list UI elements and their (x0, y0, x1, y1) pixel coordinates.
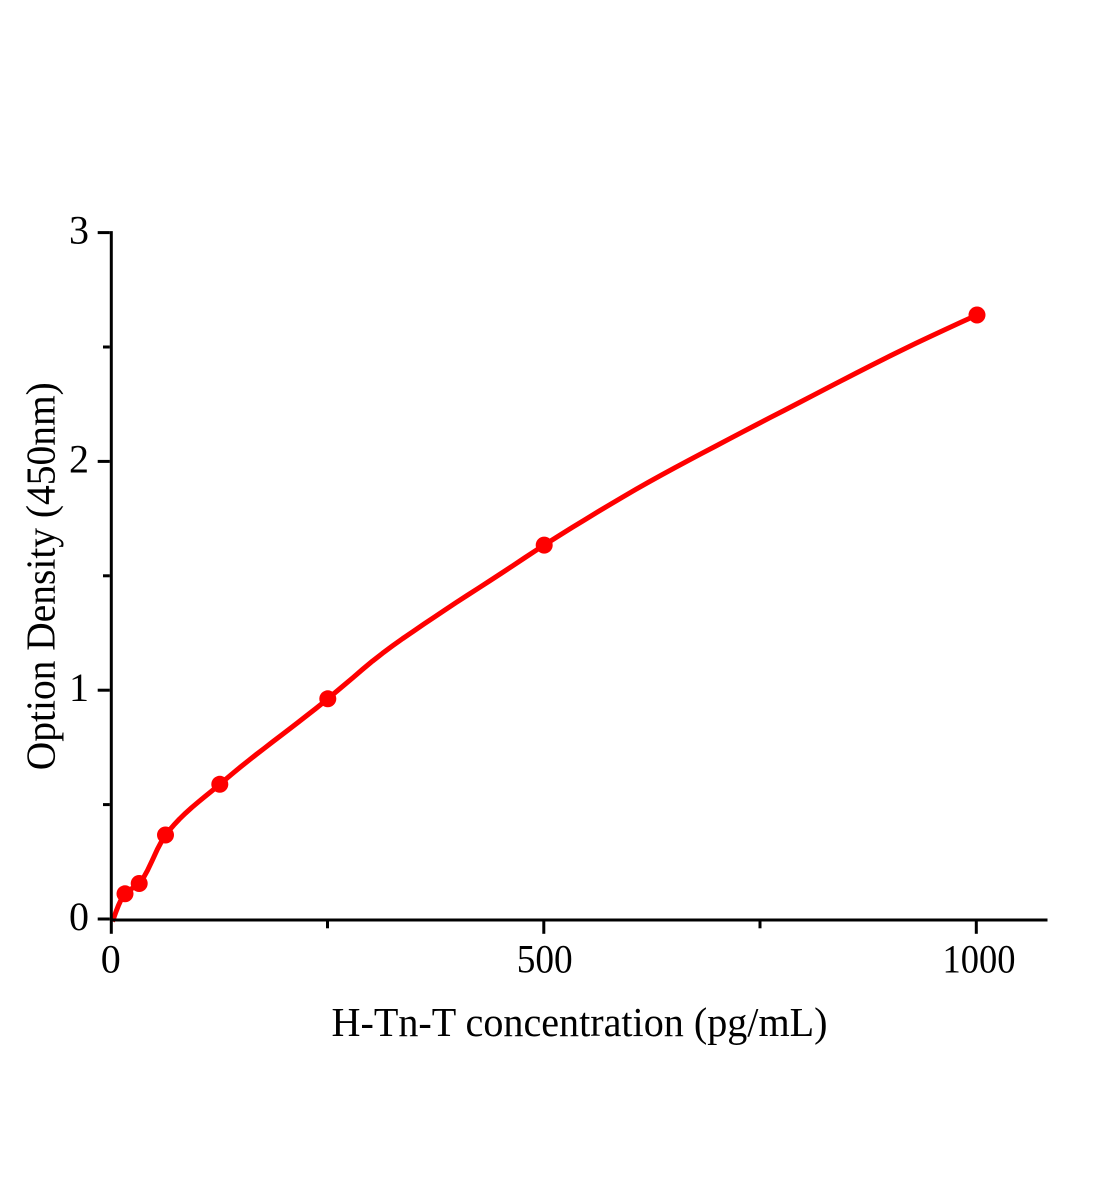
svg-text:Option Density (450nm): Option Density (450nm) (18, 382, 64, 770)
svg-text:1000: 1000 (943, 937, 1016, 982)
svg-text:3: 3 (69, 208, 89, 253)
svg-text:2: 2 (69, 437, 89, 482)
svg-text:1: 1 (69, 665, 89, 710)
svg-text:0: 0 (101, 937, 121, 982)
svg-text:H-Tn-T concentration (pg/mL): H-Tn-T concentration (pg/mL) (332, 999, 828, 1045)
svg-text:0: 0 (69, 894, 89, 939)
svg-text:500: 500 (517, 937, 573, 982)
